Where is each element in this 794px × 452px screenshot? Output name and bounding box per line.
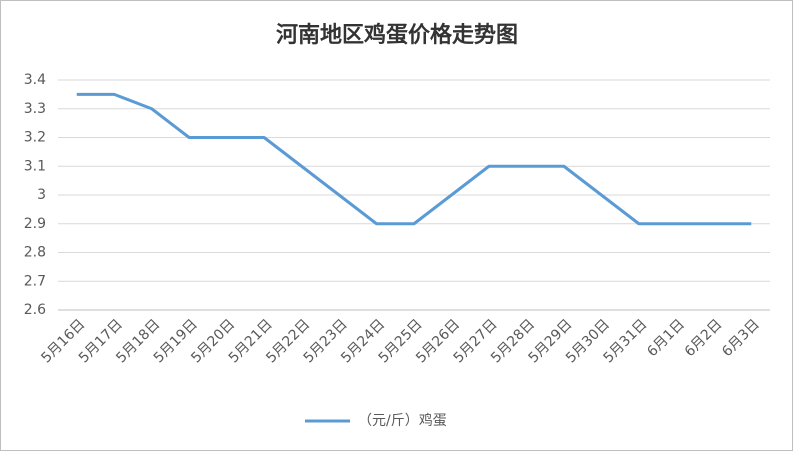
y-tick-label: 3.2 (24, 130, 46, 146)
y-tick-label: 3 (37, 187, 46, 203)
chart-title: 河南地区鸡蛋价格走势图 (276, 22, 518, 48)
y-tick-label: 3.4 (24, 72, 46, 88)
y-tick-label: 2.7 (24, 273, 46, 289)
legend-label: （元/斤）鸡蛋 (358, 412, 447, 429)
y-tick-label: 2.9 (24, 216, 46, 232)
data-line (76, 92, 752, 226)
y-tick-label: 3.1 (24, 158, 46, 174)
y-tick-label: 2.8 (24, 245, 46, 261)
y-tick-label: 2.6 (24, 302, 46, 318)
y-tick-label: 3.3 (24, 101, 46, 117)
